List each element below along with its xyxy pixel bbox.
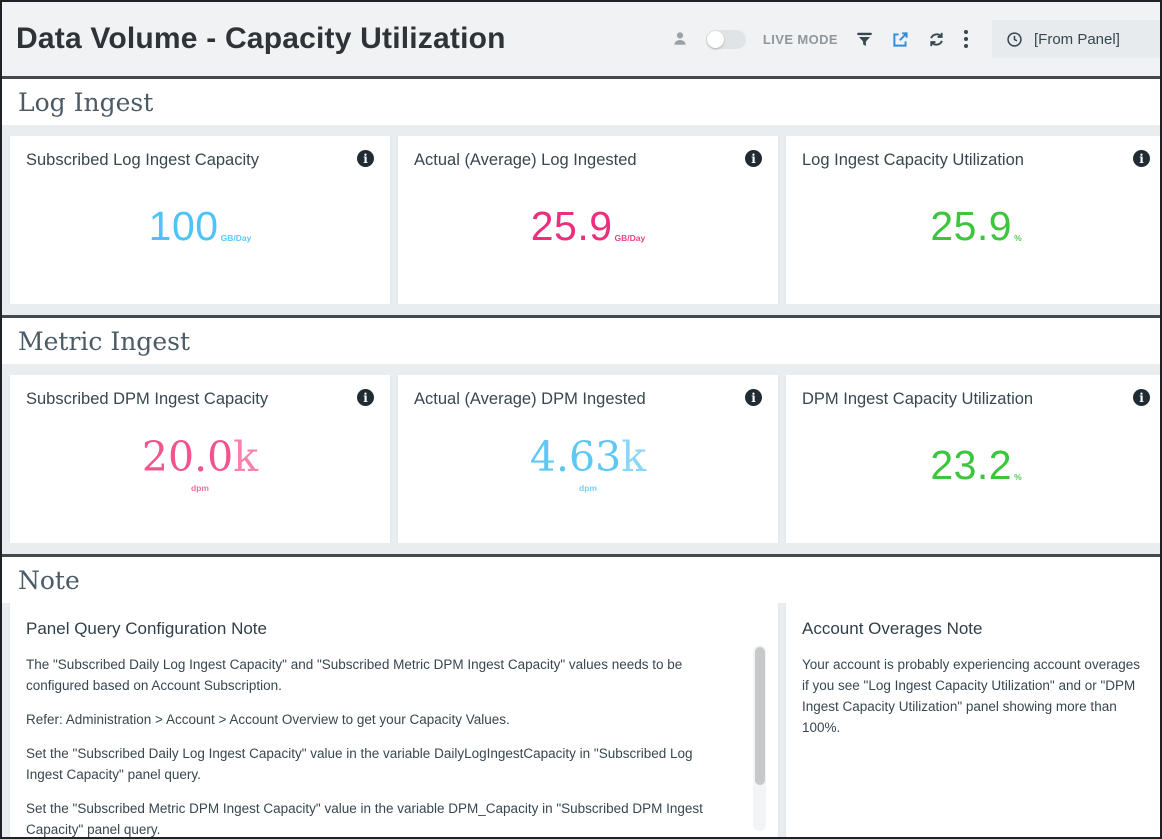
- value-suffix: k: [233, 433, 259, 481]
- note-paragraph: Refer: Administration > Account > Accoun…: [26, 711, 510, 727]
- toggle-knob: [706, 30, 724, 48]
- section-header-metric-ingest: Metric Ingest: [2, 318, 1160, 364]
- panel-value: 4.63 k: [529, 433, 647, 481]
- value-unit: %: [1014, 471, 1022, 482]
- section-header-log-ingest: Log Ingest: [2, 79, 1160, 125]
- section-divider: [2, 554, 1160, 557]
- panel-account-overages-note: Account Overages Note Your account is pr…: [786, 603, 1160, 837]
- note-panels: Panel Query Configuration Note The "Subs…: [2, 603, 1160, 837]
- log-ingest-cards: Subscribed Log Ingest Capacity i 100 GB/D…: [2, 136, 1160, 304]
- dashboard-header: Data Volume - Capacity Utilization LIVE …: [2, 2, 1160, 76]
- note-paragraph: Set the "Subscribed Metric DPM Ingest Ca…: [26, 800, 703, 837]
- value-unit: dpm: [191, 483, 209, 493]
- section-label: Metric Ingest: [18, 326, 190, 356]
- panel-title: Log Ingest Capacity Utilization: [802, 151, 1024, 169]
- section-header-note: Note: [2, 557, 1160, 603]
- panel-title: Actual (Average) DPM Ingested: [414, 390, 646, 408]
- panel-title: Actual (Average) Log Ingested: [414, 151, 637, 169]
- info-icon[interactable]: i: [1133, 389, 1150, 406]
- live-mode-toggle[interactable]: [705, 29, 746, 49]
- info-icon[interactable]: i: [1133, 150, 1150, 167]
- section-label: Note: [18, 565, 80, 595]
- clock-icon: [1007, 31, 1022, 47]
- panel-query-configuration-note: Panel Query Configuration Note The "Subs…: [10, 603, 778, 837]
- share-icon[interactable]: [891, 30, 910, 49]
- panel-value: 25.9 GB/Day: [530, 202, 646, 249]
- info-icon[interactable]: i: [745, 150, 762, 167]
- note-title: Account Overages Note: [802, 619, 983, 638]
- live-mode-label: LIVE MODE: [762, 31, 838, 47]
- info-icon[interactable]: i: [745, 389, 762, 406]
- note-paragraph: Set the "Subscribed Daily Log Ingest Cap…: [26, 745, 693, 782]
- time-range-selector[interactable]: [From Panel]: [992, 20, 1160, 58]
- panel-actual-dpm-ingested: Actual (Average) DPM Ingested i 4.63 k dp…: [398, 375, 778, 543]
- panel-value: 20.0 k: [141, 433, 259, 481]
- time-range-label: [From Panel]: [1034, 30, 1120, 48]
- panel-title: DPM Ingest Capacity Utilization: [802, 390, 1034, 408]
- panel-log-ingest-utilization: Log Ingest Capacity Utilization i 25.9%: [786, 136, 1160, 304]
- section-divider: [2, 76, 1160, 79]
- section-label: Log Ingest: [18, 87, 154, 117]
- panel-subscribed-dpm-capacity: Subscribed DPM Ingest Capacity i 20.0 k d…: [10, 375, 390, 543]
- info-icon[interactable]: i: [357, 389, 374, 406]
- panel-subscribed-log-ingest-capacity: Subscribed Log Ingest Capacity i 100 GB/D…: [10, 136, 390, 304]
- user-icon: [671, 30, 689, 48]
- value-unit: dpm: [579, 483, 597, 493]
- panel-title: Subscribed DPM Ingest Capacity: [26, 390, 269, 408]
- refresh-icon[interactable]: [927, 30, 946, 49]
- header-controls: LIVE MODE [From Panel]: [671, 20, 1160, 58]
- value-unit: GB/Day: [614, 232, 646, 243]
- value-suffix: k: [621, 433, 647, 481]
- note-title: Panel Query Configuration Note: [26, 619, 267, 638]
- panel-value: 23.2%: [930, 441, 1022, 488]
- note-scrollbar-track[interactable]: [753, 645, 766, 831]
- page-title: Data Volume - Capacity Utilization: [16, 22, 506, 55]
- note-paragraph: Your account is probably experiencing ac…: [802, 657, 1140, 735]
- info-icon[interactable]: i: [357, 150, 374, 167]
- note-paragraph: The "Subscribed Daily Log Ingest Capacit…: [26, 657, 683, 693]
- panel-actual-log-ingested: Actual (Average) Log Ingested i 25.9 GB/D…: [398, 136, 778, 304]
- panel-dpm-ingest-utilization: DPM Ingest Capacity Utilization i 23.2%: [786, 375, 1160, 543]
- kebab-menu-icon[interactable]: [963, 29, 969, 49]
- panel-value: 100 GB/Day: [148, 202, 252, 249]
- value-unit: %: [1014, 232, 1022, 243]
- panel-value: 25.9%: [930, 202, 1022, 249]
- note-scrollbar-thumb[interactable]: [754, 647, 765, 785]
- value-unit: GB/Day: [220, 232, 252, 243]
- filter-icon[interactable]: [855, 30, 874, 49]
- section-divider: [2, 315, 1160, 318]
- panel-title: Subscribed Log Ingest Capacity: [26, 151, 259, 169]
- metric-ingest-cards: Subscribed DPM Ingest Capacity i 20.0 k d…: [2, 375, 1160, 543]
